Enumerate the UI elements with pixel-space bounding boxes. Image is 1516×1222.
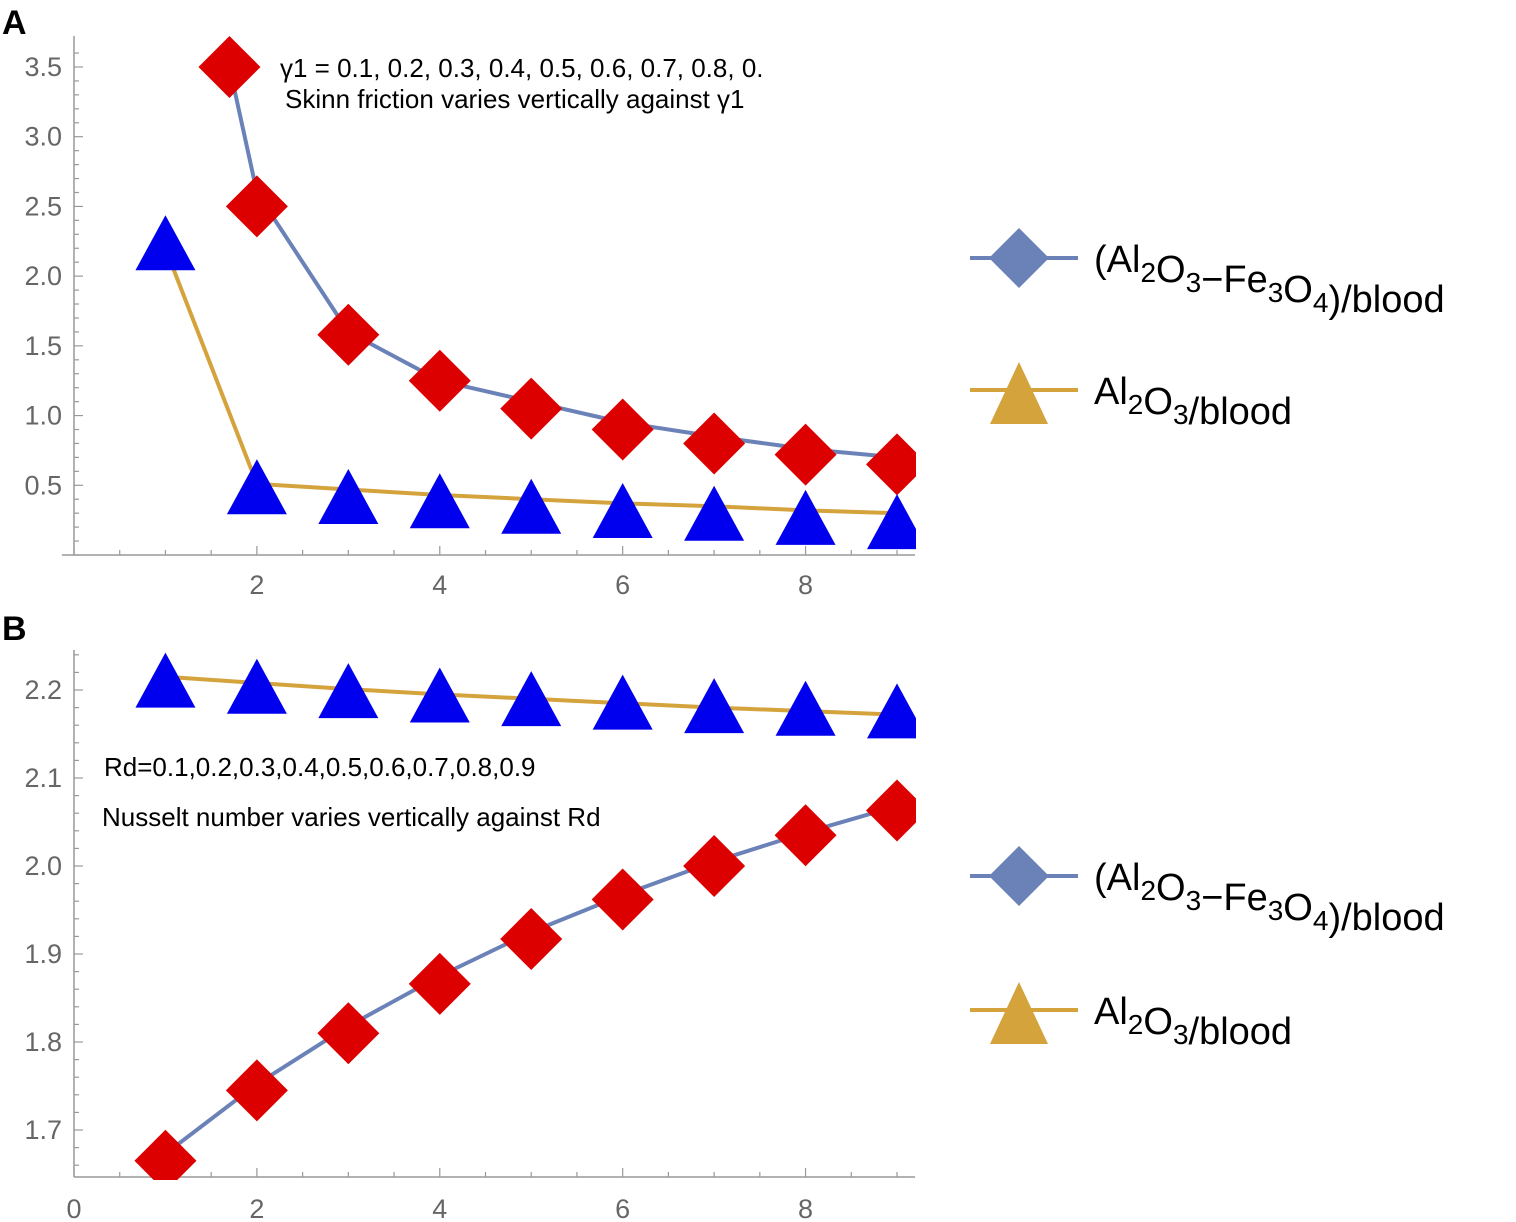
panel-b-triangle-marker [775, 680, 836, 736]
panel-b-triangle-marker [226, 658, 287, 714]
panel-b-y-tick-label: 2.2 [24, 675, 62, 705]
panel-b-diamond-marker [591, 868, 654, 931]
panel-a-annotation-gamma-values: γ1 = 0.1, 0.2, 0.3, 0.4, 0.5, 0.6, 0.7, … [280, 53, 764, 83]
panel-b-diamond-marker [408, 952, 471, 1015]
panel-b-triangle-marker [867, 683, 916, 739]
panel-a: A 0.5 1.0 1.5 2.0 2.5 3.0 3.5 2 4 6 8 γ1 = 0.1, 0.… [2, 4, 916, 600]
panel-a-diamond-marker [408, 349, 471, 412]
panel-a-y-tick-label: 2.5 [24, 191, 62, 221]
panel-a-triangle-marker [318, 469, 379, 525]
panel-a-markers [135, 36, 916, 550]
panel-a-x-tick-label: 6 [615, 570, 630, 600]
panel-b-diamond-marker [225, 1059, 288, 1122]
panel-b-x-tick-label: 2 [249, 1194, 264, 1222]
panel-b-y-tick-label: 2.0 [24, 851, 62, 881]
legend-a-hybrid-diamond-swatch [989, 228, 1049, 288]
legend-b-hybrid-diamond-swatch [989, 846, 1049, 906]
panel-a-y-tick-label: 3.0 [24, 122, 62, 152]
panel-b-diamond-marker [683, 835, 746, 897]
legend-b-mono-triangle-swatch [990, 982, 1048, 1044]
panel-b-diamond-marker [317, 1002, 380, 1065]
panel-b-y-tick-label: 1.8 [24, 1027, 62, 1057]
legend-a-mono-triangle-swatch [990, 362, 1048, 424]
panel-a-diamond-marker [198, 36, 261, 98]
panel-a-y-tick-label: 1.5 [24, 331, 62, 361]
panel-a-triangle-marker [501, 478, 562, 534]
panel-a-label: A [2, 4, 27, 42]
panel-b-diamond-marker [500, 908, 563, 971]
panel-a-triangle-marker [135, 215, 196, 271]
panel-b-triangle-marker [592, 674, 653, 730]
panel-a-diamond-marker [774, 423, 837, 486]
panel-b-x-tick-label: 6 [615, 1194, 630, 1222]
panel-a-triangle-marker [226, 459, 287, 515]
legend-a-mono-label: Al2O3/blood [1094, 371, 1292, 433]
legend-b-mono-label: Al2O3/blood [1094, 991, 1292, 1053]
panel-a-triangle-marker [684, 485, 745, 541]
legend-a-hybrid-label: (Al2O3−Fe3O4)/blood [1094, 239, 1445, 321]
panel-a-diamond-marker [317, 303, 380, 366]
panel-b-x-tick-label: 4 [432, 1194, 447, 1222]
panel-a-x-tick-label: 2 [249, 570, 264, 600]
panel-a-ticks: 0.5 1.0 1.5 2.0 2.5 3.0 3.5 2 4 6 8 [24, 52, 898, 600]
panel-a-triangle-marker [409, 473, 470, 529]
panel-a-diamond-marker [225, 175, 288, 238]
panel-b-diamond-marker [134, 1129, 197, 1180]
panel-b-annotation-rd-values: Rd=0.1,0.2,0.3,0.4,0.5,0.6,0.7,0.8,0.9 [104, 752, 536, 782]
legend-b: (Al2O3−Fe3O4)/blood Al2O3/blood [970, 846, 1445, 1053]
panel-a-y-tick-label: 2.0 [24, 261, 62, 291]
panel-b-triangle-marker [135, 652, 196, 708]
panel-b-triangle-marker [409, 667, 470, 723]
panel-b-triangle-marker [684, 678, 745, 734]
panel-a-diamond-marker [591, 398, 654, 461]
panel-a-x-tick-label: 4 [432, 570, 447, 600]
panel-a-annotation-description: Skinn friction varies vertically against… [285, 84, 745, 114]
panel-b-x-tick-label: 0 [66, 1194, 81, 1222]
panel-a-y-tick-label: 1.0 [24, 401, 62, 431]
panel-b-markers [134, 652, 916, 1180]
panel-a-x-tick-label: 8 [798, 570, 813, 600]
panel-a-triangle-marker [592, 482, 653, 538]
panel-a-diamond-marker [866, 433, 916, 496]
panel-b-triangle-marker [318, 663, 379, 719]
panel-b-y-tick-label: 2.1 [24, 763, 62, 793]
legend-a: (Al2O3−Fe3O4)/blood Al2O3/blood [970, 228, 1445, 433]
panel-a-y-tick-label: 0.5 [24, 470, 62, 500]
panel-b-diamond-marker [774, 804, 837, 867]
panel-a-y-tick-label: 3.5 [24, 52, 62, 82]
panel-a-series-line-hybrid [227, 66, 898, 460]
panel-a-diamond-marker [500, 377, 563, 440]
panel-b-label: B [2, 610, 27, 648]
panel-a-diamond-marker [683, 412, 746, 475]
panel-b-diamond-marker [866, 779, 916, 842]
panel-b-x-tick-label: 8 [798, 1194, 813, 1222]
panel-b-y-tick-label: 1.9 [24, 939, 62, 969]
panel-b-y-tick-label: 1.7 [24, 1115, 62, 1145]
panel-b-triangle-marker [501, 671, 562, 727]
panel-b-ticks: 1.7 1.8 1.9 2.0 2.1 2.2 0 2 4 6 8 [24, 654, 898, 1222]
panel-a-triangle-marker [867, 494, 916, 550]
panel-a-triangle-marker [775, 489, 836, 545]
legend-b-hybrid-label: (Al2O3−Fe3O4)/blood [1094, 857, 1445, 939]
panel-b: B 1.7 1.8 1.9 2.0 2.1 2.2 0 2 4 6 8 Rd=0.1,0.2,0.3… [2, 610, 916, 1222]
panel-b-annotation-description: Nusselt number varies vertically against… [102, 802, 601, 832]
